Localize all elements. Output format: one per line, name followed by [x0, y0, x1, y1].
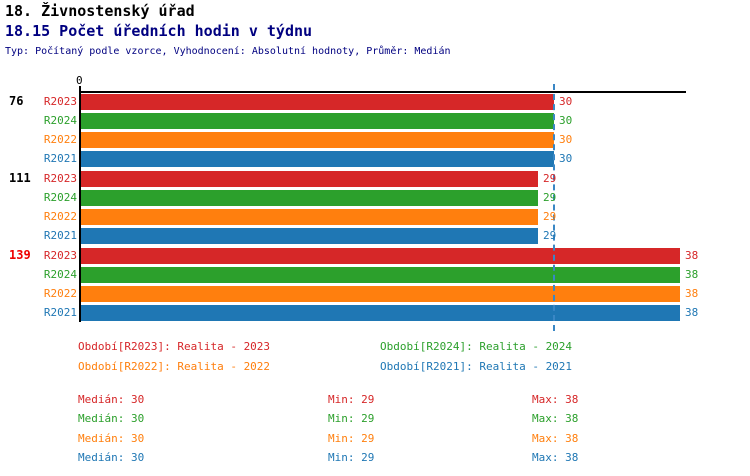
- axis-origin-label: 0: [76, 74, 83, 87]
- bar: [81, 151, 554, 167]
- bar: [81, 190, 538, 206]
- bar-series-label: R2023: [43, 172, 77, 185]
- bar-value-label: 38: [685, 306, 699, 319]
- bar-value-label: 30: [559, 152, 573, 165]
- group-label: 76: [9, 94, 24, 108]
- y-axis-line: [79, 86, 81, 322]
- stat-min: Min: 29: [328, 451, 375, 464]
- x-axis-line: [79, 91, 686, 93]
- bar: [81, 267, 680, 283]
- stat-min: Min: 29: [328, 393, 375, 406]
- bar: [81, 228, 538, 244]
- stat-min: Min: 29: [328, 412, 375, 425]
- legend-item: Období[R2021]: Realita - 2021: [380, 360, 573, 373]
- legend-item: Období[R2023]: Realita - 2023: [78, 340, 271, 353]
- bar-series-label: R2024: [43, 268, 77, 281]
- stat-median: Medián: 30: [78, 432, 145, 445]
- bar: [81, 209, 538, 225]
- chart-meta-line: Typ: Počítaný podle vzorce, Vyhodnocení:…: [5, 46, 451, 57]
- bar: [81, 286, 680, 302]
- group-label: 139: [9, 248, 31, 262]
- stat-median: Medián: 30: [78, 412, 145, 425]
- stat-max: Max: 38: [532, 412, 579, 425]
- bar-series-label: R2023: [43, 249, 77, 262]
- bar-series-label: R2022: [43, 287, 77, 300]
- legend-item: Období[R2022]: Realita - 2022: [78, 360, 271, 373]
- stat-max: Max: 38: [532, 432, 579, 445]
- bar-series-label: R2024: [43, 191, 77, 204]
- stat-median: Medián: 30: [78, 393, 145, 406]
- chart-title: 18.15 Počet úředních hodin v týdnu: [5, 22, 313, 40]
- bar: [81, 171, 538, 187]
- stat-max: Max: 38: [532, 451, 579, 464]
- bar-series-label: R2022: [43, 210, 77, 223]
- bar-value-label: 29: [543, 210, 557, 223]
- bar-value-label: 30: [559, 95, 573, 108]
- bar-value-label: 29: [543, 172, 557, 185]
- report-title: 18. Živnostenský úřad: [5, 2, 195, 20]
- bar-value-label: 29: [543, 229, 557, 242]
- legend-item: Období[R2024]: Realita - 2024: [380, 340, 573, 353]
- bar-series-label: R2021: [43, 306, 77, 319]
- stat-median: Medián: 30: [78, 451, 145, 464]
- bar-value-label: 38: [685, 287, 699, 300]
- bar-value-label: 38: [685, 268, 699, 281]
- bar-value-label: 29: [543, 191, 557, 204]
- bar-value-label: 30: [559, 133, 573, 146]
- stat-min: Min: 29: [328, 432, 375, 445]
- bar: [81, 248, 680, 264]
- bar-series-label: R2021: [43, 229, 77, 242]
- stat-max: Max: 38: [532, 393, 579, 406]
- bar-series-label: R2023: [43, 95, 77, 108]
- bar: [81, 132, 554, 148]
- bar: [81, 113, 554, 129]
- median-line: [553, 84, 555, 331]
- bar-series-label: R2021: [43, 152, 77, 165]
- bar-value-label: 30: [559, 114, 573, 127]
- bar: [81, 305, 680, 321]
- bar: [81, 94, 554, 110]
- bar-series-label: R2022: [43, 133, 77, 146]
- bar-value-label: 38: [685, 249, 699, 262]
- group-label: 111: [9, 171, 31, 185]
- bar-series-label: R2024: [43, 114, 77, 127]
